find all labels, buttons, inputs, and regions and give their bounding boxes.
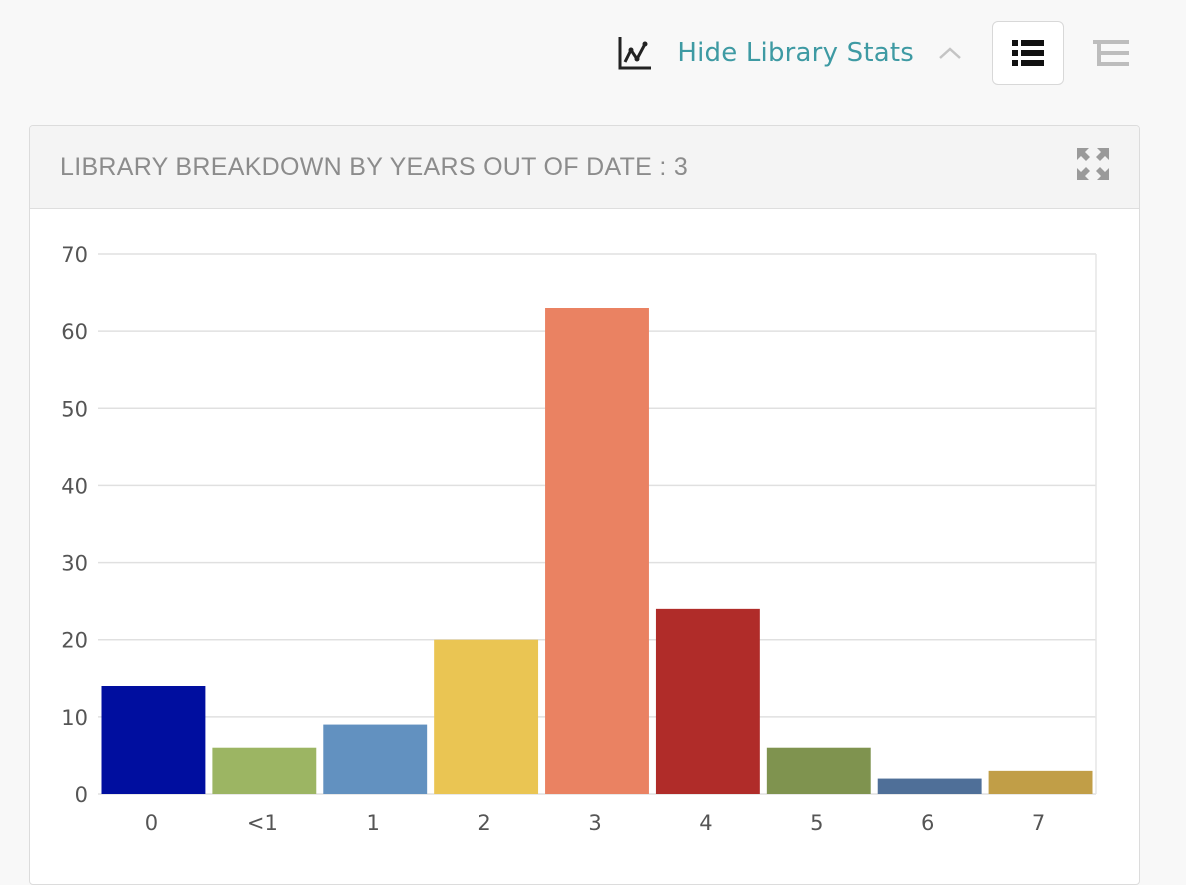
y-tick-label: 10 [61,706,88,730]
x-tick-label: 2 [477,811,490,835]
hide-library-stats-link[interactable]: Hide Library Stats [677,38,914,68]
bar [655,608,760,794]
list-view-button[interactable] [992,21,1064,85]
bar [434,639,539,794]
panel-header: LIBRARY BREAKDOWN BY YEARS OUT OF DATE :… [30,126,1139,209]
y-tick-label: 0 [75,783,88,807]
x-tick-label: <1 [247,811,278,835]
bar [101,686,206,794]
list-view-icon [1012,40,1044,66]
tree-view-button[interactable] [1088,21,1136,85]
bar [766,747,871,794]
line-chart-icon[interactable] [617,35,653,71]
bar [212,747,317,794]
y-tick-label: 70 [61,243,88,267]
expand-icon[interactable] [1075,146,1111,182]
stats-toolbar: Hide Library Stats [617,20,1136,86]
x-tick-label: 0 [145,811,158,835]
tree-view-icon [1093,40,1129,66]
bar [988,770,1093,794]
chevron-up-icon[interactable] [938,41,962,65]
x-tick-label: 6 [921,811,934,835]
x-tick-label: 7 [1032,811,1045,835]
y-tick-label: 40 [61,474,88,498]
x-tick-label: 4 [699,811,712,835]
y-tick-label: 50 [61,397,88,421]
bar [323,724,428,794]
x-tick-label: 5 [810,811,823,835]
y-tick-label: 60 [61,320,88,344]
x-tick-label: 1 [367,811,380,835]
x-tick-label: 3 [588,811,601,835]
panel-title: LIBRARY BREAKDOWN BY YEARS OUT OF DATE :… [60,152,689,181]
y-tick-label: 30 [61,552,88,576]
y-tick-label: 20 [61,629,88,653]
bar [877,778,982,794]
bar [545,308,649,794]
